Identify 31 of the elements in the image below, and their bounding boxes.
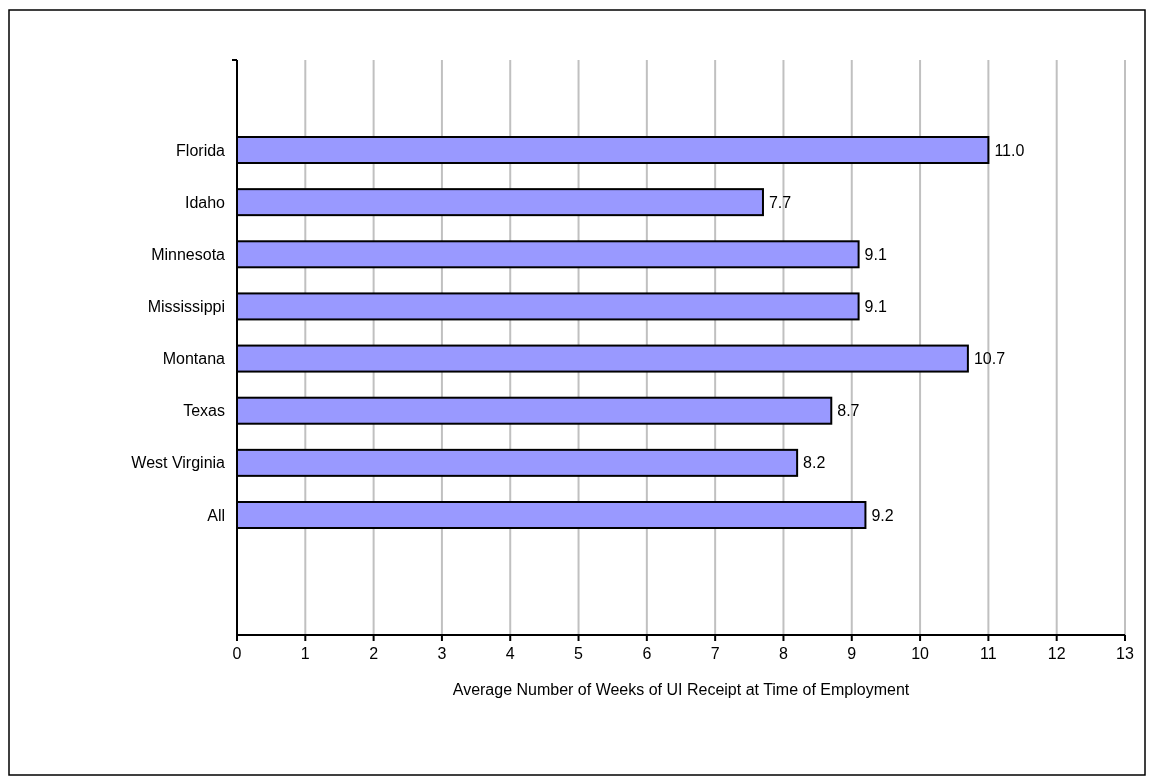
- data-label: 11.0: [994, 141, 1025, 159]
- data-label: 9.1: [864, 298, 887, 316]
- y-tick-label: Minnesota: [151, 245, 226, 263]
- data-label: 8.7: [837, 402, 860, 420]
- x-axis-title: Average Number of Weeks of UI Receipt at Time of Employment: [452, 681, 910, 698]
- y-tick-label: Florida: [176, 141, 226, 159]
- x-tick-label: 1: [300, 645, 310, 662]
- x-tick-label: 0: [232, 645, 242, 662]
- y-tick-label: Montana: [162, 350, 226, 368]
- x-tick-label: 8: [779, 645, 789, 662]
- y-tick-label: West Virginia: [131, 454, 226, 472]
- data-label: 7.7: [768, 193, 792, 211]
- x-tick-label: 9: [847, 645, 857, 662]
- y-tick-label: Mississippi: [147, 298, 225, 316]
- x-tick-label: 13: [1116, 645, 1134, 662]
- y-tick-label: All: [207, 506, 225, 524]
- x-tick-label: 7: [710, 645, 720, 662]
- x-tick-label: 11: [980, 645, 997, 662]
- data-label: 9.2: [871, 506, 894, 524]
- x-tick-label: 4: [505, 645, 515, 662]
- x-tick-label: 6: [642, 645, 652, 662]
- x-tick-label: 10: [911, 645, 930, 662]
- data-label: 9.1: [864, 245, 887, 263]
- y-tick-label: Idaho: [184, 193, 226, 211]
- x-tick-label: 12: [1047, 645, 1066, 662]
- y-tick-label: Texas: [183, 402, 225, 420]
- x-tick-label: 2: [369, 645, 379, 662]
- data-label: 10.7: [973, 350, 1006, 368]
- x-tick-label: 3: [437, 645, 447, 662]
- data-label: 8.2: [803, 454, 826, 472]
- x-tick-label: 5: [574, 645, 584, 662]
